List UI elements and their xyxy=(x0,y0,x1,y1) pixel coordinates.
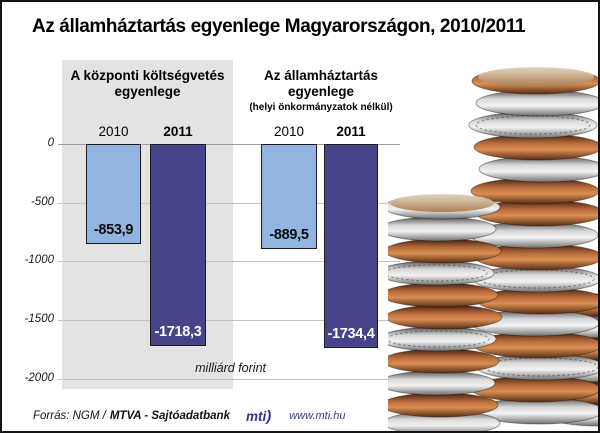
bar-value-label: -1734,4 xyxy=(327,326,375,342)
bar-state-2010: -889,5 xyxy=(261,144,317,249)
group-title-state-budget: Az államháztartás egyenlege (helyi önkor… xyxy=(240,68,402,113)
unit-label: milliárd forint xyxy=(195,361,266,375)
source-publisher: MTVA - Sajtóadatbank xyxy=(109,410,230,422)
bar-value-label: -1718,3 xyxy=(154,324,202,340)
y-tick: -2000 xyxy=(24,372,54,384)
y-tick: 0 xyxy=(47,137,54,149)
mti-url: www.mti.hu xyxy=(289,410,346,422)
gridline-1500 xyxy=(58,320,400,321)
coin-stack-tall xyxy=(468,67,598,425)
page-title: Az államháztartás egyenlege Magyarország… xyxy=(32,16,526,37)
gridline-1000 xyxy=(58,261,400,262)
y-tick: -1500 xyxy=(24,313,54,325)
year-label: 2010 xyxy=(273,124,305,139)
year-label: 2011 xyxy=(163,124,193,139)
year-label: 2010 xyxy=(98,124,129,139)
group-title-central-budget: A központi költségvetés egyenlege xyxy=(64,68,231,100)
group-title-text: A központi költségvetés egyenlege xyxy=(70,68,225,99)
gridline-2000 xyxy=(58,379,400,380)
gridline-0 xyxy=(58,144,400,145)
mti-logo: mti) xyxy=(245,407,272,425)
coin-stacks-image xyxy=(388,67,598,431)
y-tick: -500 xyxy=(30,196,54,208)
bar-value-label: -889,5 xyxy=(269,227,309,243)
bar-central-2011: -1718,3 xyxy=(150,144,206,346)
year-label: 2011 xyxy=(336,124,366,139)
coin-stack-middle xyxy=(388,194,503,431)
gridline-500 xyxy=(58,203,400,204)
source-prefix: Forrás: NGM / xyxy=(33,410,106,422)
group-subtitle-text: (helyi önkormányzatok nélkül) xyxy=(249,101,393,113)
group-title-text: Az államháztartás egyenlege xyxy=(263,68,379,99)
mti-logo-swoosh: ) xyxy=(266,407,272,425)
bar-state-2011: -1734,4 xyxy=(324,144,378,348)
bar-central-2010: -853,9 xyxy=(86,144,141,244)
bar-value-label: -853,9 xyxy=(93,222,134,238)
source-line: Forrás: NGM / MTVA - Sajtóadatbank mti) … xyxy=(33,406,345,426)
y-tick: -1000 xyxy=(24,254,54,266)
